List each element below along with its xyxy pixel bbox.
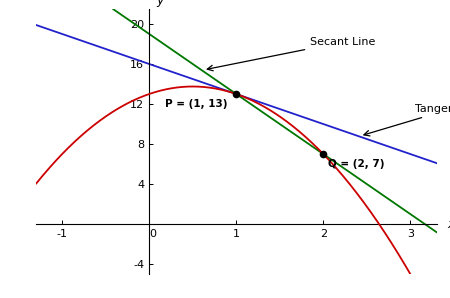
Text: Q = (2, 7): Q = (2, 7) xyxy=(328,159,384,169)
Text: Secant Line: Secant Line xyxy=(207,37,376,71)
Text: Tangent Line: Tangent Line xyxy=(364,104,450,136)
Text: P = (1, 13): P = (1, 13) xyxy=(165,99,228,109)
Text: x: x xyxy=(447,218,450,231)
Text: y: y xyxy=(156,0,163,7)
